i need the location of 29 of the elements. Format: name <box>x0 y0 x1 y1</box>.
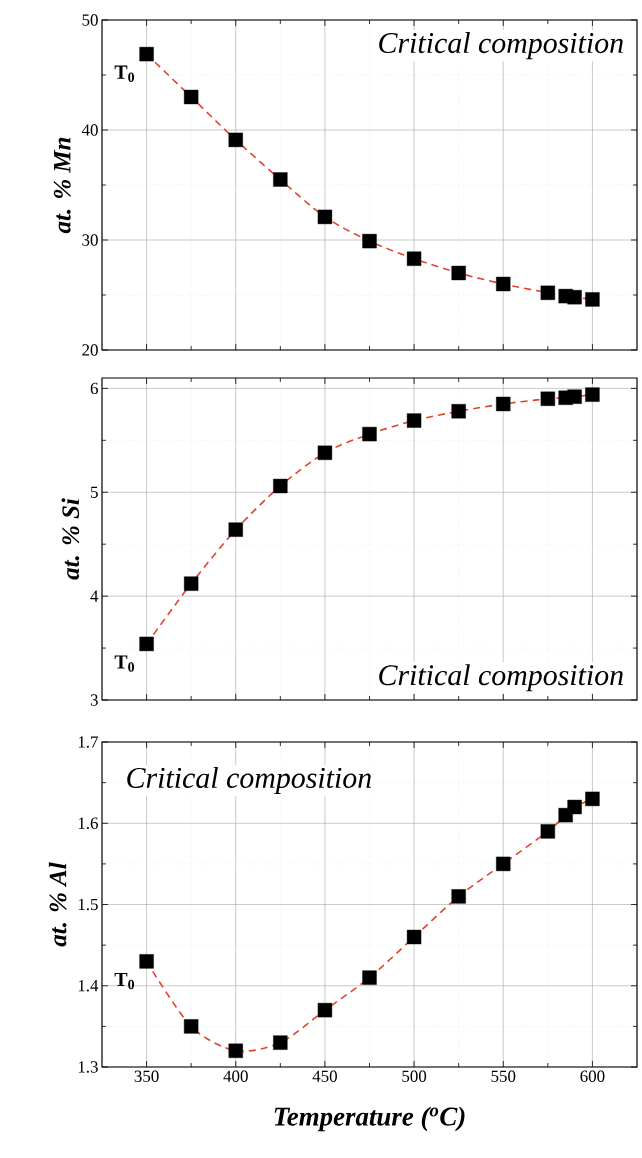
annotation: Critical composition <box>379 664 623 692</box>
y-axis-title: at. % Si <box>61 498 80 580</box>
x-tick-label: 500 <box>402 1070 427 1082</box>
text: T$_{0}$ <box>114 972 135 990</box>
y-axis-title: at. % Al <box>48 862 67 947</box>
y-tick-label: 1.6 <box>78 817 98 829</box>
y-axis-title: at. % Mn <box>53 137 71 234</box>
y-tick-label: 3 <box>90 694 98 706</box>
x-tick-label: 550 <box>491 1070 516 1082</box>
y-tick-label: 1.4 <box>78 980 99 992</box>
y-tick-label: 50 <box>82 14 98 26</box>
y-tick-label: 5 <box>91 486 98 498</box>
y-tick-label: 1.7 <box>78 736 98 748</box>
y-tick-label: 30 <box>82 234 98 246</box>
y-tick-label: 6 <box>90 382 98 395</box>
annotation: Critical composition <box>127 766 371 795</box>
y-tick-label: 20 <box>82 344 98 356</box>
y-tick-label: 4 <box>90 590 99 602</box>
x-tick-label: 600 <box>580 1070 605 1082</box>
y-tick-label: 1.3 <box>78 1061 98 1073</box>
text: Temperature ($^{o}$C) <box>274 1106 465 1132</box>
x-tick-label: 450 <box>312 1070 337 1082</box>
y-tick-label: 40 <box>81 124 98 136</box>
y-tick-label: 1.5 <box>78 898 98 911</box>
text: T$_{0}$ <box>114 65 135 82</box>
x-tick-label: 400 <box>223 1070 248 1082</box>
annotation: Critical composition <box>379 32 623 60</box>
x-tick-label: 350 <box>134 1070 159 1082</box>
text: T$_{0}$ <box>114 655 135 672</box>
